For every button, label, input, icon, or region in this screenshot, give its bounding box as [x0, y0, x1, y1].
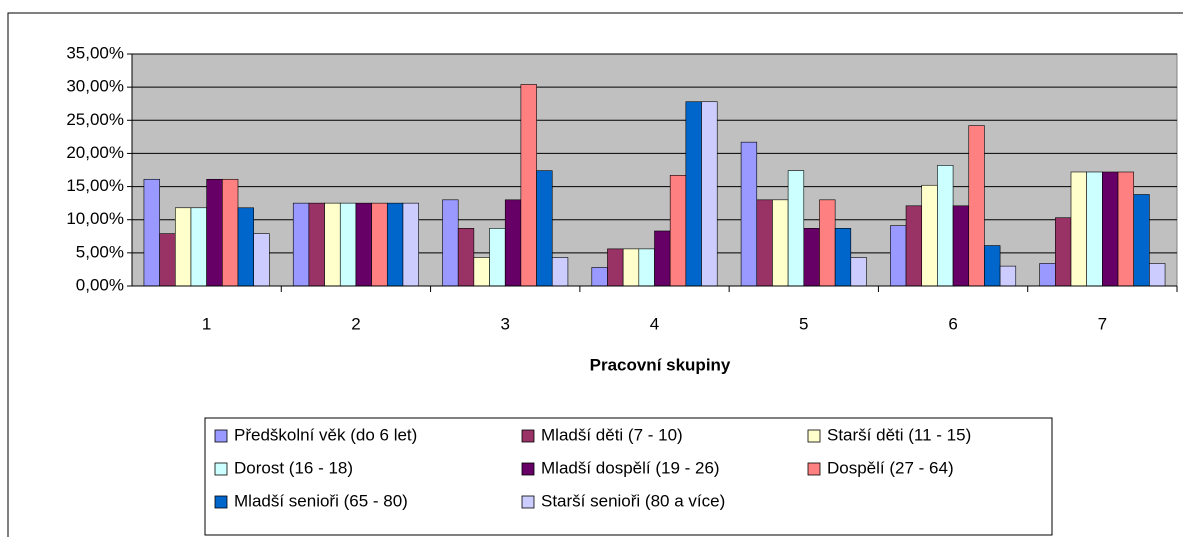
bar	[402, 202, 419, 287]
legend-label: Mladší senioři (65 - 80)	[234, 491, 408, 510]
legend-swatch	[521, 495, 535, 509]
bar	[850, 257, 867, 287]
bar	[607, 248, 624, 287]
bar	[355, 202, 372, 287]
bar	[371, 202, 388, 287]
y-tick-label: 5,00%	[76, 242, 124, 261]
y-tick-label: 0,00%	[76, 275, 124, 294]
legend-swatch	[521, 462, 535, 476]
y-tick-label: 25,00%	[66, 110, 124, 129]
legend-swatch	[521, 429, 535, 443]
bar	[457, 228, 475, 287]
bar	[143, 178, 160, 287]
bar	[1117, 171, 1135, 287]
legend-label: Dorost (16 - 18)	[234, 458, 353, 477]
bar	[292, 202, 310, 287]
bar	[622, 248, 640, 287]
bar	[787, 170, 805, 287]
bar	[1070, 171, 1087, 287]
y-tick-label: 10,00%	[66, 209, 124, 228]
x-tick-label: 6	[948, 314, 957, 333]
bar	[222, 178, 239, 287]
x-tick-label: 7	[1098, 314, 1107, 333]
bar	[890, 225, 907, 287]
chart-border	[7, 12, 1183, 537]
x-tick-label: 4	[650, 314, 659, 333]
bar	[159, 233, 176, 287]
bar	[819, 199, 836, 287]
bar	[190, 207, 207, 287]
legend-swatch	[807, 462, 821, 476]
x-tick-label: 3	[500, 314, 509, 333]
bar	[1102, 171, 1119, 287]
bar	[999, 265, 1017, 287]
legend-swatch	[214, 495, 228, 509]
y-tick-label: 35,00%	[66, 43, 124, 62]
bar	[551, 257, 569, 287]
bar	[638, 248, 655, 287]
bar	[442, 199, 459, 287]
x-axis-title: Pracovní skupiny	[590, 355, 731, 374]
bar	[685, 101, 702, 287]
bar	[772, 199, 789, 287]
bar	[339, 202, 357, 287]
y-tick-label: 20,00%	[66, 143, 124, 162]
bar	[905, 205, 923, 287]
bar	[591, 267, 608, 287]
bar	[654, 230, 671, 287]
legend-swatch	[214, 462, 228, 476]
bar	[324, 202, 341, 287]
bar	[701, 101, 718, 287]
legend-swatch	[807, 429, 821, 443]
x-tick-label: 2	[351, 314, 360, 333]
bar	[237, 207, 254, 287]
bar	[504, 199, 522, 287]
bar	[952, 205, 970, 287]
bar	[174, 207, 192, 287]
bar	[937, 165, 954, 287]
bar	[669, 175, 687, 287]
bar	[1039, 263, 1056, 287]
legend-label: Mladší děti (7 - 10)	[541, 425, 683, 444]
bar	[984, 245, 1001, 287]
legend-swatch	[214, 429, 228, 443]
legend-label: Dospělí (27 - 64)	[827, 458, 954, 477]
bar	[473, 257, 490, 287]
y-tick-label: 15,00%	[66, 176, 124, 195]
bar	[921, 184, 938, 287]
bar	[756, 199, 773, 287]
bar	[1055, 217, 1072, 287]
bar	[803, 228, 820, 287]
bar	[1133, 194, 1150, 287]
bar	[834, 228, 852, 287]
legend-label: Předškolní věk (do 6 let)	[234, 425, 417, 444]
bar	[1086, 171, 1103, 287]
bar	[740, 141, 758, 287]
x-tick-label: 5	[799, 314, 808, 333]
bar	[536, 170, 553, 287]
x-tick-label: 1	[202, 314, 211, 333]
legend-label: Starší senioři (80 a více)	[541, 491, 725, 510]
bar	[206, 178, 223, 287]
bar	[386, 202, 404, 287]
bar	[308, 202, 325, 287]
legend	[204, 417, 1053, 536]
bar	[968, 125, 985, 287]
bar	[1149, 263, 1166, 287]
bar	[520, 84, 537, 287]
bar	[253, 233, 270, 287]
legend-label: Mladší dospělí (19 - 26)	[541, 458, 720, 477]
y-tick-label: 30,00%	[66, 77, 124, 96]
bar	[489, 228, 506, 287]
legend-label: Starší děti (11 - 15)	[827, 425, 971, 444]
